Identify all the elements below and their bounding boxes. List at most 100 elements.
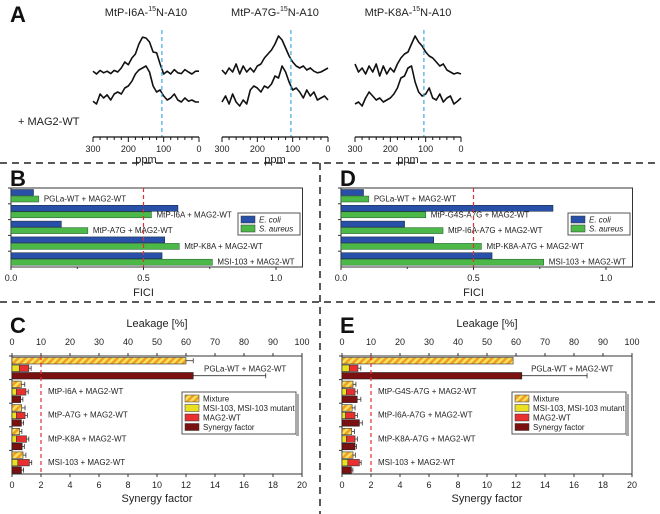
top-tick-label: 80	[569, 337, 579, 347]
title-prefix: MtP-K8A-	[365, 7, 413, 19]
x-tick-label: 8	[125, 480, 130, 490]
x-tick-label: 8	[455, 480, 460, 490]
bar-ecoli	[10, 220, 62, 228]
x-tick-label: 4	[397, 480, 402, 490]
bar-msi103	[341, 364, 350, 372]
bar-msi103	[11, 388, 17, 396]
bar-mixture	[11, 357, 187, 365]
spectrum-title: MtP-I6A-15N-A10	[105, 6, 187, 19]
legend-swatch	[514, 394, 530, 403]
top-axis-title: Leakage [%]	[456, 318, 517, 330]
bar-label: MtP-I6A + MAG2-WT	[156, 210, 231, 219]
bar-ecoli	[10, 236, 165, 244]
x-tick-label: 1.0	[270, 273, 283, 283]
legend-label: Synergy factor	[533, 423, 585, 432]
x-tick-label: 16	[239, 480, 249, 490]
x-axis-title: FICI	[133, 287, 154, 299]
top-tick-label: 90	[598, 337, 608, 347]
bar-label: MtP-K8A + MAG2-WT	[48, 434, 127, 443]
panel-dividers	[0, 162, 660, 514]
legend-swatch	[184, 404, 200, 412]
spectrum-trace-with-mag2	[221, 65, 329, 107]
spectrum-trace-alone	[221, 35, 329, 75]
ppm-tick-label: 0	[196, 144, 201, 154]
spectrum-2: MtP-A7G-15N-A10 300 200 100 0 ppm	[214, 6, 330, 166]
bar-synergy-factor	[11, 442, 23, 451]
bar-label: MtP-I6A-A7G + MAG2-WT	[448, 226, 543, 235]
top-tick-label: 10	[36, 337, 46, 347]
bar-mixture	[341, 380, 354, 388]
panel-label-e: E	[340, 313, 355, 338]
legend-swatch	[184, 394, 200, 403]
bar-msi103	[11, 459, 19, 467]
bar-label: PGLa-WT + MAG2-WT	[531, 365, 613, 374]
bar-ecoli	[340, 220, 405, 228]
ppm-tick-label: 300	[347, 144, 362, 154]
top-tick-label: 0	[9, 337, 14, 347]
x-tick-label: 0	[339, 480, 344, 490]
bar-label: MtP-G4S-A7G + MAG2-WT	[431, 210, 530, 219]
bar-saureus	[10, 243, 180, 250]
legend-label: Mixture	[533, 395, 560, 404]
bar-label: MtP-A7G + MAG2-WT	[93, 226, 173, 235]
top-tick-label: 100	[294, 337, 309, 347]
title-prefix: MtP-A7G-	[231, 7, 280, 19]
ppm-tick-label: 0	[325, 144, 330, 154]
x-tick-label: 0.5	[467, 273, 480, 283]
ppm-tick-label: 200	[121, 144, 136, 154]
bar-saureus	[340, 227, 444, 234]
legend-label: MSI-103, MSI-103 mutant	[533, 404, 625, 413]
bar-label: MtP-A7G + MAG2-WT	[48, 411, 128, 420]
bar-mixture	[341, 404, 353, 412]
spectrum-1: MtP-I6A-15N-A10 300 200 100 0 ppm	[85, 6, 201, 166]
bar-label: PGLa-WT + MAG2-WT	[374, 195, 456, 204]
bar-ecoli	[340, 205, 554, 212]
panel-label-d: D	[340, 166, 356, 191]
panel-e: E Leakage [%]0 10 20 30 40 50 60 70 80 90 100PGLa-W…	[339, 313, 640, 505]
top-axis-title: Leakage [%]	[126, 318, 187, 330]
bar-saureus	[10, 211, 152, 219]
panel-label-a: A	[10, 2, 26, 27]
x-axis-title: Synergy factor	[452, 493, 523, 505]
top-tick-label: 70	[210, 337, 220, 347]
x-tick-label: 1.0	[600, 273, 613, 283]
x-tick-label: 0.0	[335, 273, 348, 283]
bar-msi103	[341, 388, 347, 396]
legend-shadow	[626, 394, 629, 436]
bar-saureus	[340, 243, 482, 250]
bar-ecoli	[340, 236, 434, 244]
legend-swatch	[570, 215, 586, 224]
bar-label: MSI-103 + MAG2-WT	[549, 258, 626, 267]
x-tick-label: 6	[426, 480, 431, 490]
x-tick-label: 4	[67, 480, 72, 490]
top-tick-label: 60	[511, 337, 521, 347]
x-axis-title: ppm	[264, 154, 285, 166]
bar-synergy-factor	[341, 372, 523, 380]
spectrum-trace-with-mag2	[92, 65, 199, 105]
bar-label: PGLa-WT + MAG2-WT	[204, 365, 286, 374]
bar-label: MtP-K8A + MAG2-WT	[184, 242, 263, 251]
top-tick-label: 10	[366, 337, 376, 347]
x-tick-label: 18	[598, 480, 608, 490]
spectrum-trace-alone	[92, 36, 199, 75]
legend-swatch	[514, 404, 530, 412]
x-tick-label: 14	[210, 480, 220, 490]
bar-mixture	[341, 451, 354, 459]
title-superscript: 15	[412, 6, 420, 13]
bar-label: MtP-I6A + MAG2-WT	[48, 387, 123, 396]
bar-label: PGLa-WT + MAG2-WT	[44, 195, 126, 204]
x-tick-label: 0	[9, 480, 14, 490]
top-tick-label: 90	[268, 337, 278, 347]
bar-synergy-factor	[341, 419, 360, 427]
bar-mixture	[341, 357, 514, 365]
bar-mixture	[11, 404, 22, 412]
bar-msi103	[341, 411, 346, 420]
bar-ecoli	[340, 189, 364, 196]
title-suffix: N-A10	[288, 7, 319, 19]
bar-label: MSI-103 + MAG2-WT	[48, 458, 125, 467]
title-superscript: 15	[148, 6, 156, 13]
